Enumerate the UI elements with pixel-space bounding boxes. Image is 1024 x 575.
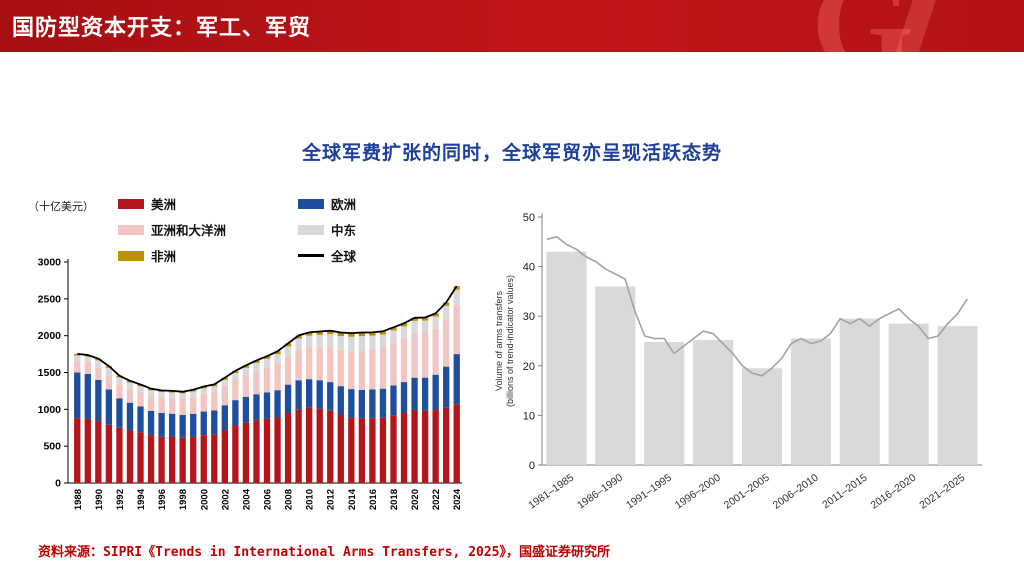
left-chart-unit-label: （十亿美元） [28, 201, 94, 213]
legend-swatch [298, 254, 324, 257]
svg-text:50: 50 [523, 212, 535, 224]
svg-text:2008: 2008 [284, 489, 295, 510]
annual-transfers-line [546, 235, 968, 377]
svg-text:2018: 2018 [389, 489, 400, 510]
svg-text:1991–1995: 1991–1995 [624, 472, 674, 512]
svg-text:1500: 1500 [38, 367, 62, 379]
stacked-bars [74, 286, 460, 483]
svg-text:1981–1985: 1981–1985 [526, 472, 576, 512]
legend-label: 非洲 [151, 250, 177, 264]
slide-title: 国防型资本开支：军工、军贸 [12, 15, 312, 40]
svg-text:2021–2025: 2021–2025 [917, 472, 967, 512]
expenditure-chart: 0 500 1000 1500 2000 2500 3000 1988 1990 1992 1994… [30, 255, 480, 523]
svg-text:2014: 2014 [347, 488, 358, 510]
svg-text:2016: 2016 [368, 489, 379, 510]
svg-text:3000: 3000 [38, 257, 62, 269]
svg-text:1986–1990: 1986–1990 [575, 472, 625, 512]
legend-item: 欧洲 [298, 194, 418, 213]
svg-text:2004: 2004 [241, 488, 252, 510]
legend-swatch [118, 224, 144, 235]
source-note: 资料来源：SIPRI《Trends in International Arms … [38, 545, 611, 560]
svg-text:1000: 1000 [38, 404, 62, 416]
svg-text:2020: 2020 [410, 489, 421, 510]
svg-text:1992: 1992 [115, 489, 126, 510]
expenditure-chart-svg: 0 500 1000 1500 2000 2500 3000 1988 1990 1992 1994… [38, 257, 464, 511]
svg-text:1998: 1998 [178, 489, 189, 510]
svg-text:2001–2005: 2001–2005 [722, 472, 772, 512]
global-total-line [77, 285, 458, 393]
y-axis-label: Volume of arms transfers [494, 290, 504, 391]
svg-text:2011–2015: 2011–2015 [820, 472, 869, 512]
svg-text:2002: 2002 [220, 489, 231, 510]
svg-text:2024: 2024 [452, 488, 463, 510]
left-chart-legend: 美洲 欧洲亚洲和大洋洲 中东非洲 全球 [118, 194, 418, 265]
svg-text:1996–2000: 1996–2000 [673, 472, 723, 512]
svg-text:500: 500 [43, 441, 61, 453]
svg-text:2000: 2000 [199, 489, 210, 510]
svg-text:2500: 2500 [38, 293, 62, 305]
chart-section-subtitle: 全球军费扩张的同时，全球军贸亦呈现活跃态势 [301, 143, 722, 164]
svg-text:2000: 2000 [38, 330, 62, 342]
legend-swatch [298, 198, 324, 209]
legend-label: 全球 [331, 250, 357, 264]
legend-label: 亚洲和大洋洲 [151, 224, 227, 238]
legend-label: 美洲 [151, 198, 177, 212]
brand-logo-g-icon: G [811, 0, 914, 52]
svg-text:0: 0 [529, 460, 535, 472]
legend-item: 全球 [298, 246, 418, 265]
title-banner: 国防型资本开支：军工、军贸 G [0, 0, 1024, 52]
arms-transfers-chart-svg: 0 10 20 30 40 50 1981–19851986–19901991–199519… [494, 212, 982, 512]
svg-text:40: 40 [523, 262, 535, 274]
legend-swatch [298, 224, 324, 235]
svg-text:1996: 1996 [157, 489, 168, 510]
svg-text:1994: 1994 [136, 488, 147, 510]
svg-text:0: 0 [55, 478, 61, 490]
legend-label: 中东 [331, 224, 357, 238]
legend-label: 欧洲 [331, 198, 357, 212]
legend-item: 亚洲和大洋洲 [118, 220, 298, 239]
period-bars [546, 251, 978, 465]
svg-text:10: 10 [523, 410, 535, 422]
legend-item: 非洲 [118, 246, 298, 265]
svg-text:2006–2010: 2006–2010 [771, 472, 821, 512]
svg-text:1988: 1988 [73, 489, 84, 510]
svg-text:2012: 2012 [326, 489, 337, 510]
legend-swatch [118, 250, 144, 261]
svg-text:30: 30 [523, 311, 535, 323]
svg-text:1990: 1990 [94, 489, 105, 510]
arms-transfers-chart: 0 10 20 30 40 50 1981–1985 1986–1990 1991–1995 19… [492, 205, 1012, 540]
svg-text:2022: 2022 [431, 489, 442, 510]
svg-text:20: 20 [523, 361, 535, 373]
svg-text:2006: 2006 [263, 489, 274, 510]
svg-text:2010: 2010 [305, 489, 316, 510]
legend-item: 美洲 [118, 194, 298, 213]
legend-item: 中东 [298, 220, 418, 239]
y-axis-label: (billions of trend-indicator values) [505, 275, 515, 407]
svg-text:2016–2020: 2016–2020 [868, 472, 918, 512]
legend-swatch [118, 198, 144, 209]
